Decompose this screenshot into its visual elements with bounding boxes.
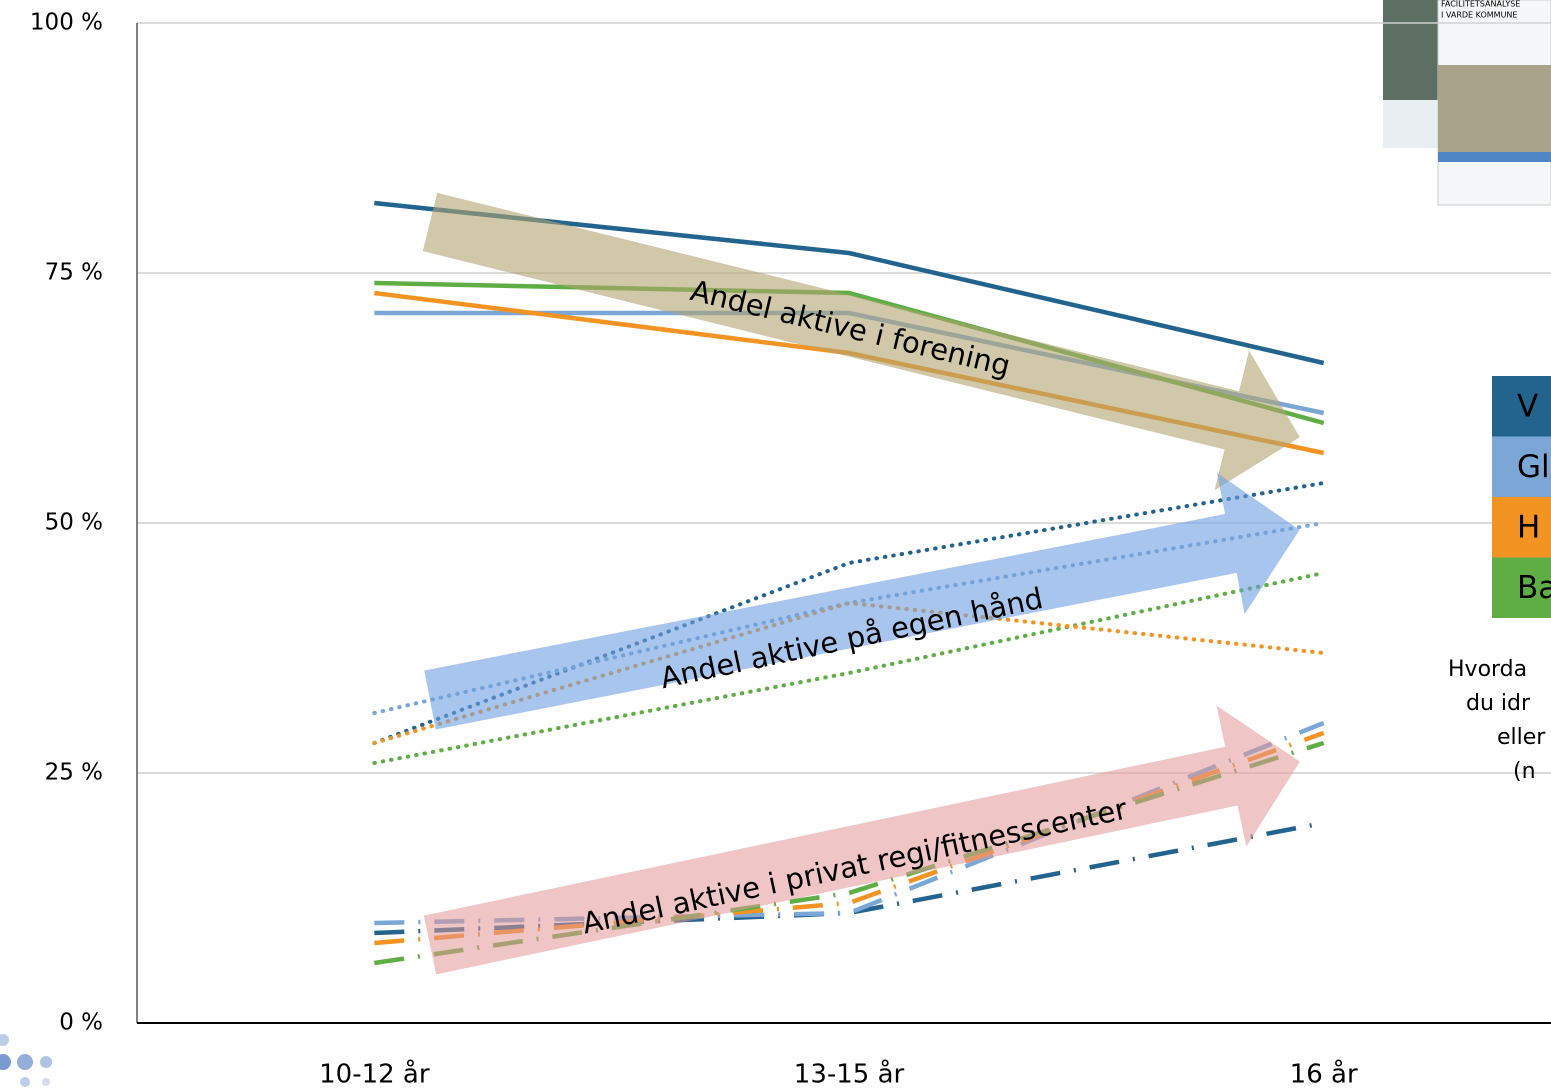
plot: 0 % 25 % 50 % 75 % 100 % 10-12 år 13-15 år 16 å… — [30, 10, 1551, 1089]
logo-dot — [0, 1034, 9, 1046]
note-line: du idr — [1466, 691, 1531, 716]
x-tick-label: 16 år — [1290, 1059, 1358, 1089]
y-tick-label: 0 % — [59, 1010, 103, 1036]
y-tick-label: 75 % — [45, 260, 103, 286]
logo-dot — [0, 1054, 11, 1070]
arrow — [423, 705, 1300, 975]
legend-swatch — [1492, 436, 1551, 497]
legend-swatch — [1492, 376, 1551, 437]
legend-swatch — [1492, 497, 1551, 558]
series-line — [374, 820, 1325, 936]
arrow — [422, 192, 1300, 491]
series-line — [374, 720, 1325, 926]
note: Hvorda du idr eller (n — [1448, 657, 1546, 784]
logo-dot — [40, 1056, 52, 1068]
logo-dot — [42, 1078, 50, 1086]
note-line: Hvorda — [1448, 657, 1527, 682]
legend-label: Gl — [1517, 449, 1550, 485]
legend-label: H — [1517, 510, 1540, 546]
x-tick-label: 13-15 år — [794, 1059, 905, 1089]
report-thumbnail: FACILITETSANALYSE I VARDE KOMMUNE — [1383, 0, 1551, 206]
y-tick-label: 50 % — [45, 510, 103, 536]
thumbnail-text: I VARDE KOMMUNE — [1441, 11, 1517, 20]
legend-label: Ba — [1517, 570, 1551, 606]
thumbnail-text: FACILITETSANALYSE — [1441, 0, 1520, 9]
logo — [0, 1034, 52, 1087]
thumbnail-front-photo — [1438, 65, 1551, 160]
series-line — [372, 571, 1326, 765]
logo-dot — [17, 1054, 33, 1070]
legend: V Gl H Ba — [1492, 376, 1551, 618]
legend-label: V — [1517, 389, 1538, 425]
arrows — [422, 192, 1300, 975]
thumbnail-photo — [1383, 0, 1438, 100]
y-tick-label: 100 % — [30, 10, 103, 36]
x-tick-label: 10-12 år — [319, 1059, 430, 1089]
note-line: eller — [1497, 725, 1546, 750]
legend-swatch — [1492, 557, 1551, 618]
logo-dot — [20, 1077, 30, 1087]
note-line: (n — [1513, 759, 1536, 784]
thumbnail-band — [1438, 152, 1551, 162]
arrow — [424, 472, 1300, 730]
y-tick-label: 25 % — [45, 760, 103, 786]
